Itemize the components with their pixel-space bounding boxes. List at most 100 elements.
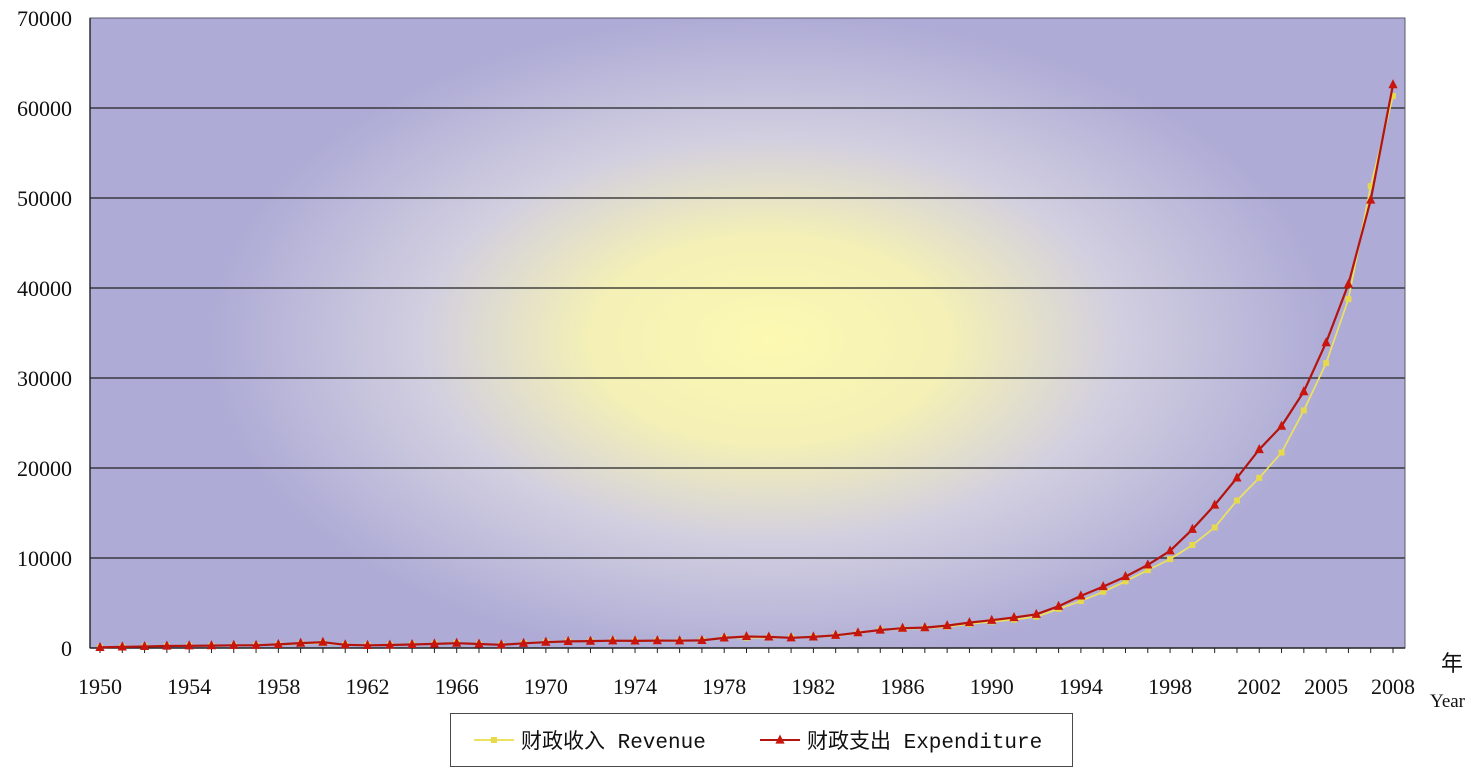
plot-area — [90, 18, 1405, 648]
expenditure-point — [1054, 600, 1064, 610]
x-tick-label: 2005 — [1304, 674, 1348, 699]
expenditure-point — [1388, 79, 1398, 89]
expenditure-point — [675, 635, 685, 645]
expenditure-series — [95, 79, 1398, 651]
expenditure-point — [429, 638, 439, 648]
x-tick-label: 1978 — [702, 674, 746, 699]
x-tick-labels: 1950 1954 1958 1962 1966 1970 1974 1978 1982 1986… — [78, 674, 1415, 699]
expenditure-point — [273, 638, 283, 648]
expenditure-point — [184, 640, 194, 650]
expenditure-point — [117, 641, 127, 651]
expenditure-point — [608, 635, 618, 645]
x-tick-label: 1998 — [1148, 674, 1192, 699]
expenditure-point — [1299, 386, 1309, 396]
x-tick-label: 2002 — [1237, 674, 1281, 699]
legend-label-expenditure: 财政支出 Expenditure — [807, 732, 1043, 755]
expenditure-point — [385, 639, 395, 649]
expenditure-point — [362, 639, 373, 649]
y-tick-labels: 0 10000 20000 30000 40000 50000 60000 70000 — [17, 6, 72, 661]
x-tick-label: 1994 — [1059, 674, 1103, 699]
expenditure-point — [964, 617, 975, 627]
x-tick-label: 1986 — [881, 674, 925, 699]
revenue-point — [1323, 360, 1330, 367]
x-tick-label: 1974 — [613, 674, 657, 699]
expenditure-point — [496, 639, 506, 649]
expenditure-point — [1009, 612, 1019, 622]
expenditure-point — [1276, 420, 1287, 430]
expenditure-point — [206, 640, 217, 650]
expenditure-point — [1143, 559, 1153, 569]
expenditure-point — [987, 614, 997, 624]
revenue-point — [1345, 296, 1352, 303]
expenditure-point — [340, 639, 350, 649]
expenditure-point — [1321, 337, 1331, 347]
expenditure-point — [318, 636, 328, 646]
x-tick-label: 1962 — [346, 674, 390, 699]
revenue-point — [1077, 598, 1084, 605]
expenditure-point — [1187, 523, 1197, 533]
revenue-point — [1100, 588, 1107, 595]
series — [95, 79, 1398, 651]
gridlines — [90, 107, 1405, 559]
x-tick-marks — [99, 648, 1394, 653]
x-tick-label: 1982 — [791, 674, 835, 699]
expenditure-point — [786, 632, 796, 642]
expenditure-point — [407, 638, 417, 649]
y-tick-label: 0 — [61, 636, 72, 661]
expenditure-point — [139, 640, 150, 651]
expenditure-point — [1031, 608, 1041, 618]
x-tick-label: 1950 — [78, 674, 122, 699]
revenue-point — [1144, 567, 1151, 574]
expenditure-point — [942, 620, 952, 630]
expenditure-point — [1254, 444, 1264, 454]
expenditure-point — [229, 639, 239, 649]
expenditure-point — [1210, 499, 1220, 509]
y-tick-label: 70000 — [17, 6, 72, 31]
expenditure-point — [251, 639, 261, 649]
revenue-point — [1367, 183, 1374, 190]
expenditure-point — [563, 635, 573, 646]
expenditure-swatch-marker — [775, 734, 785, 744]
expenditure-point — [853, 627, 863, 637]
legend-label-revenue: 财政收入 Revenue — [521, 732, 706, 755]
expenditure-point — [897, 622, 908, 632]
expenditure-point — [1165, 545, 1175, 555]
revenue-point — [1211, 524, 1218, 531]
y-tick-label: 60000 — [17, 96, 72, 121]
y-tick-label: 10000 — [17, 546, 72, 571]
revenue-point — [1256, 474, 1263, 481]
revenue-legend-swatch — [474, 737, 514, 743]
revenue-point — [1300, 407, 1307, 414]
revenue-point — [1278, 449, 1285, 456]
expenditure-point — [697, 634, 707, 645]
expenditure-point — [1098, 581, 1108, 591]
expenditure-point — [296, 637, 306, 647]
x-tick-label: 2008 — [1371, 674, 1415, 699]
y-tick-label: 50000 — [17, 186, 72, 211]
expenditure-point — [518, 637, 529, 647]
legend-item-expenditure: 财政支出 Expenditure — [759, 714, 1042, 766]
expenditure-point — [808, 631, 818, 641]
expenditure-point — [95, 641, 105, 651]
legend-item-revenue: 财政收入 Revenue — [473, 714, 706, 766]
expenditure-point — [452, 637, 462, 647]
expenditure-point — [741, 630, 752, 641]
x-tick-label: 1970 — [524, 674, 568, 699]
expenditure-point — [920, 622, 930, 632]
expenditure-point — [1076, 590, 1086, 600]
x-axis-title-en: Year — [1430, 691, 1466, 712]
expenditure-point — [1120, 571, 1131, 581]
revenue-swatch-marker — [491, 737, 497, 743]
expenditure-point — [541, 636, 551, 646]
x-tick-label: 1990 — [970, 674, 1014, 699]
y-tick-label: 30000 — [17, 366, 72, 391]
legend: 财政收入 Revenue 财政支出 Expenditure — [450, 713, 1073, 767]
expenditure-point — [1366, 194, 1376, 204]
x-tick-label: 1954 — [167, 674, 211, 699]
expenditure-point — [1343, 278, 1354, 288]
revenue-point — [1122, 578, 1129, 585]
expenditure-point — [474, 638, 484, 648]
x-tick-label: 1966 — [435, 674, 479, 699]
expenditure-legend-swatch — [760, 734, 800, 744]
revenue-point — [1233, 497, 1240, 504]
